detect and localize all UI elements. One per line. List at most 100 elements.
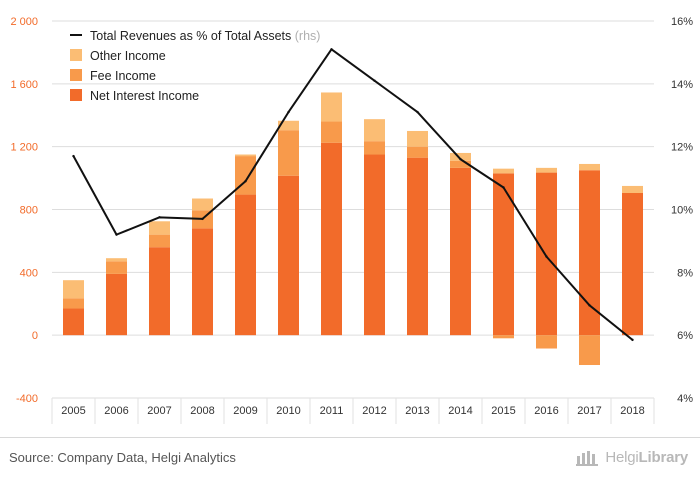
- y-left-tick-label: 0: [32, 330, 38, 342]
- bar-net-interest-income: [106, 273, 127, 336]
- chart-svg: -400 0 400 800 1 200 1 600 2 000 4% 6% 8% 10% 12% 14…: [10, 16, 693, 424]
- brand-name: HelgiLibrary: [605, 449, 688, 466]
- y-right-tick-label: 4%: [677, 393, 693, 405]
- bar-other-income: [579, 163, 600, 171]
- bar-fee-income: [321, 121, 342, 143]
- bar-net-interest-income: [493, 173, 514, 336]
- line-total-revenues-pct-assets: [72, 48, 634, 341]
- bar-net-interest-income: [450, 167, 471, 336]
- bar-net-interest-income: [235, 194, 256, 336]
- legend-label: Fee Income: [90, 69, 156, 83]
- bar-other-income: [63, 280, 84, 299]
- brand-logo[interactable]: HelgiLibrary: [576, 449, 688, 466]
- y-right-tick-label: 8%: [677, 267, 693, 279]
- line-point: [330, 48, 333, 51]
- bar-other-income: [106, 258, 127, 262]
- brand-name-bold: Library: [638, 449, 689, 466]
- legend-swatch: [70, 69, 82, 81]
- legend-label: Net Interest Income: [90, 89, 199, 103]
- bar-net-interest-income: [622, 193, 643, 336]
- x-tick-label: 2018: [620, 405, 644, 417]
- bar-fee-income: [450, 160, 471, 168]
- x-tick-label: 2010: [276, 405, 300, 417]
- legend-label-line-name: Total Revenues as % of Total Assets: [90, 29, 291, 43]
- brand-name-light: Helgi: [605, 449, 639, 466]
- line-point: [244, 180, 247, 183]
- bar-other-income: [407, 130, 428, 147]
- x-tick-label: 2007: [147, 405, 171, 417]
- x-tick-label: 2005: [61, 405, 85, 417]
- bar-other-income: [149, 221, 170, 235]
- line-point: [201, 217, 204, 221]
- legend-label-line: Total Revenues as % of Total Assets (rhs…: [90, 29, 320, 43]
- line-point: [72, 154, 75, 158]
- footer-divider: [0, 437, 700, 438]
- bar-fee-income: [149, 234, 170, 248]
- bar-other-income: [192, 198, 213, 211]
- line-point: [416, 110, 419, 114]
- bar-fee-income: [536, 335, 557, 349]
- legend: Total Revenues as % of Total Assets (rhs…: [70, 29, 320, 103]
- y-left-tick-label: 400: [20, 267, 38, 279]
- line-point: [459, 158, 462, 161]
- legend-label-line-suffix: (rhs): [291, 29, 320, 43]
- x-tick-label: 2013: [405, 405, 429, 417]
- bar-other-income: [450, 152, 471, 161]
- legend-label: Other Income: [90, 49, 166, 63]
- bar-other-income: [622, 185, 643, 194]
- y-right-tick-label: 14%: [671, 79, 693, 91]
- x-tick-label: 2017: [577, 405, 601, 417]
- y-right-tick-label: 16%: [671, 16, 693, 28]
- bar-net-interest-income: [192, 228, 213, 336]
- bar-net-interest-income: [364, 154, 385, 336]
- y-left-tick-label: 800: [20, 205, 38, 217]
- bar-net-interest-income: [321, 142, 342, 336]
- y-right-tick-label: 6%: [677, 330, 693, 342]
- line-point: [545, 255, 548, 258]
- bar-fee-income: [579, 335, 600, 366]
- bar-fee-income: [407, 146, 428, 158]
- helgi-library-logo-icon: [576, 450, 599, 466]
- bar-other-income: [278, 120, 299, 131]
- bar-net-interest-income: [579, 170, 600, 336]
- bar-net-interest-income: [278, 175, 299, 336]
- bar-net-interest-income: [63, 308, 84, 336]
- bar-net-interest-income: [149, 247, 170, 336]
- y-right-tick-label: 12%: [671, 142, 693, 154]
- bar-net-interest-income: [407, 157, 428, 336]
- bar-other-income: [235, 154, 256, 157]
- x-tick-label: 2012: [362, 405, 386, 417]
- bar-net-interest-income: [536, 172, 557, 336]
- bar-other-income: [493, 168, 514, 174]
- line-point: [158, 216, 161, 219]
- x-tick-label: 2016: [534, 405, 558, 417]
- bar-other-income: [321, 92, 342, 122]
- legend-swatch: [70, 49, 82, 61]
- source-note: Source: Company Data, Helgi Analytics: [9, 450, 236, 465]
- bar-fee-income: [364, 141, 385, 155]
- x-tick-label: 2008: [190, 405, 214, 417]
- bar-fee-income: [106, 261, 127, 274]
- y-left-tick-label: -400: [16, 393, 38, 405]
- bar-fee-income: [493, 335, 514, 339]
- bar-fee-income: [278, 130, 299, 176]
- line-point: [502, 186, 505, 189]
- x-tick-label: 2014: [448, 405, 472, 417]
- x-tick-label: 2011: [320, 405, 344, 417]
- legend-swatch: [70, 89, 82, 101]
- y-left-tick-label: 1 200: [10, 142, 38, 154]
- y-left-tick-label: 1 600: [10, 79, 38, 91]
- bar-fee-income: [63, 298, 84, 309]
- line-point: [115, 233, 118, 236]
- line-point: [631, 338, 634, 342]
- line-point: [588, 304, 591, 307]
- line-point: [373, 79, 376, 82]
- x-tick-label: 2015: [491, 405, 515, 417]
- line-point: [287, 110, 290, 114]
- y-left-tick-label: 2 000: [10, 16, 38, 28]
- y-right-tick-label: 10%: [671, 205, 693, 217]
- bar-other-income: [536, 167, 557, 173]
- x-tick-label: 2009: [233, 405, 257, 417]
- bar-other-income: [364, 119, 385, 142]
